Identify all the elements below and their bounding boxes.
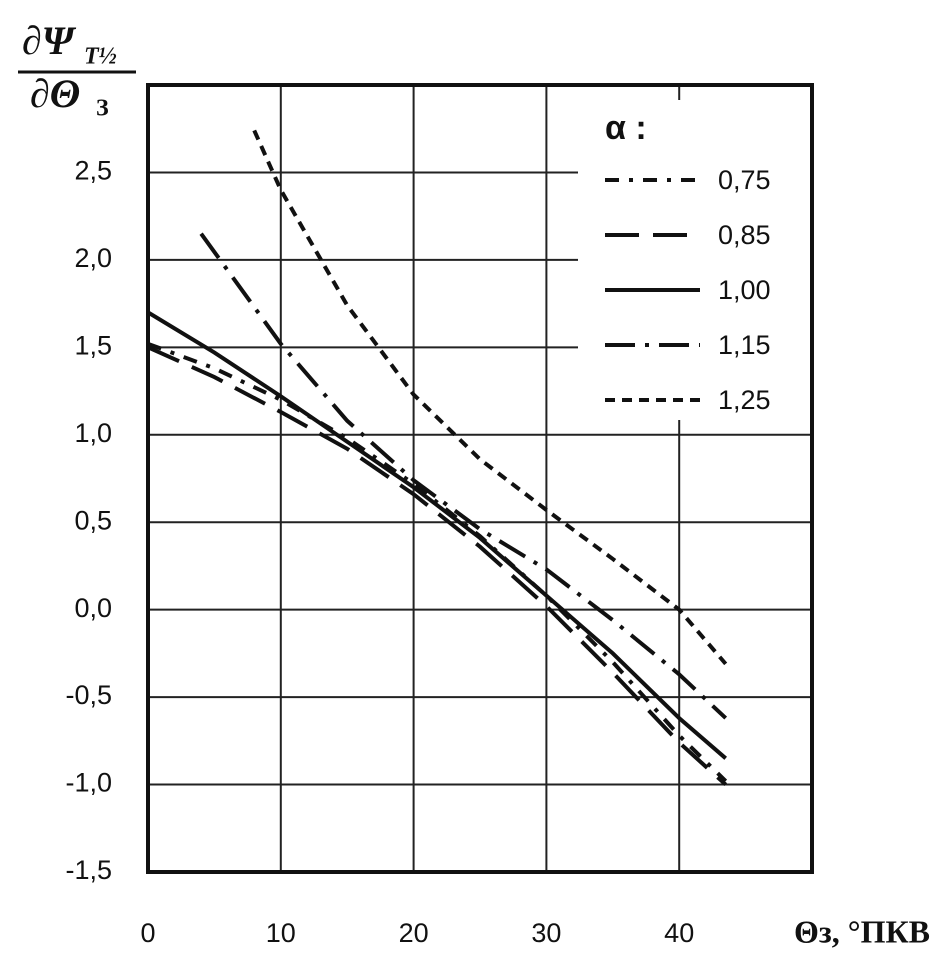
series-line — [147, 341, 728, 783]
y-tick-label: 0,5 — [74, 505, 112, 535]
x-tick-label: 40 — [664, 918, 694, 948]
y-tick-label: 2,5 — [74, 156, 112, 186]
y-tick-label: -0,5 — [65, 680, 112, 710]
legend-box — [578, 100, 810, 420]
y-tick-label: 2,0 — [74, 243, 112, 273]
x-axis-label: Θз, °ПКВ — [794, 913, 930, 949]
x-tick-label: 20 — [399, 918, 429, 948]
plot-frame — [146, 83, 814, 874]
y-label-denominator-subscript: З — [96, 96, 109, 122]
y-tick-label: -1,5 — [65, 855, 112, 885]
legend-label: 0,75 — [718, 165, 771, 195]
legend-label: 1,15 — [718, 330, 771, 360]
series-line — [252, 129, 728, 666]
y-tick-label: 1,0 — [74, 418, 112, 448]
x-tick-label: 0 — [140, 918, 155, 948]
series-line — [147, 345, 728, 787]
y-label-numerator: ∂Ψ — [22, 18, 77, 63]
y-label-denominator: ∂Θ — [30, 71, 80, 116]
y-label-subscript: T½ — [84, 44, 117, 70]
x-tick-label: 30 — [531, 918, 561, 948]
series-line — [199, 232, 728, 720]
y-tick-label: 1,5 — [74, 330, 112, 360]
legend-title: α : — [605, 109, 647, 147]
y-tick-label: 0,0 — [74, 593, 112, 623]
y-tick-label: -1,0 — [65, 768, 112, 798]
x-tick-label: 10 — [266, 918, 296, 948]
legend-label: 1,00 — [718, 275, 771, 305]
series-line — [146, 310, 727, 760]
legend-label: 0,85 — [718, 220, 771, 250]
legend-label: 1,25 — [718, 385, 771, 415]
